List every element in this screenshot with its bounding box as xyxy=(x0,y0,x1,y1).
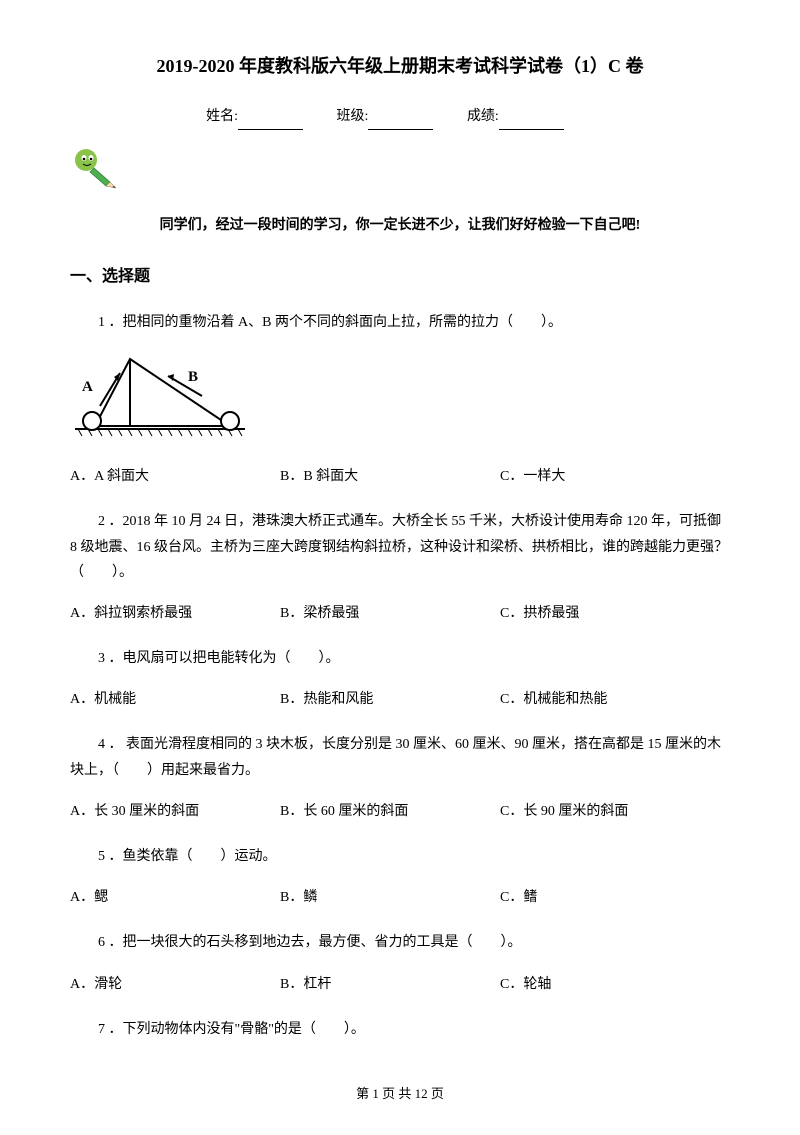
student-info-line: 姓名: 班级: 成绩: xyxy=(70,104,730,129)
class-label: 班级: xyxy=(337,109,369,124)
name-label: 姓名: xyxy=(206,109,238,124)
name-blank[interactable] xyxy=(238,114,303,130)
q2-opt-a: A．斜拉钢索桥最强 xyxy=(70,601,280,626)
question-2: 2 ．2018 年 10 月 24 日，港珠澳大桥正式通车。大桥全长 55 千米… xyxy=(70,509,730,585)
q6-options: A．滑轮 B．杠杆 C．轮轴 xyxy=(70,972,730,997)
q3-opt-a: A．机械能 xyxy=(70,687,280,712)
question-4: 4 ． 表面光滑程度相同的 3 块木板，长度分别是 30 厘米、60 厘米、90… xyxy=(70,732,730,782)
q2-options: A．斜拉钢索桥最强 B．梁桥最强 C．拱桥最强 xyxy=(70,601,730,626)
question-7: 7 ．下列动物体内没有"骨骼"的是（ ）。 xyxy=(70,1017,730,1042)
q2-opt-b: B．梁桥最强 xyxy=(280,601,500,626)
pencil-icon xyxy=(70,142,730,201)
score-label: 成绩: xyxy=(467,109,499,124)
incline-diagram: A B xyxy=(70,351,730,450)
q5-opt-b: B．鳞 xyxy=(280,885,500,910)
q1-opt-b: B．B 斜面大 xyxy=(280,464,500,489)
q1-opt-c: C．一样大 xyxy=(500,464,730,489)
q4-opt-c: C．长 90 厘米的斜面 xyxy=(500,799,730,824)
question-5: 5 ．鱼类依靠（ ）运动。 xyxy=(70,844,730,869)
score-blank[interactable] xyxy=(499,114,564,130)
q3-opt-c: C．机械能和热能 xyxy=(500,687,730,712)
q4-opt-a: A．长 30 厘米的斜面 xyxy=(70,799,280,824)
encouragement-text: 同学们，经过一段时间的学习，你一定长进不少，让我们好好检验一下自己吧! xyxy=(70,213,730,238)
q5-options: A．鳃 B．鳞 C．鳍 xyxy=(70,885,730,910)
q5-opt-c: C．鳍 xyxy=(500,885,730,910)
q4-opt-b: B．长 60 厘米的斜面 xyxy=(280,799,500,824)
q4-options: A．长 30 厘米的斜面 B．长 60 厘米的斜面 C．长 90 厘米的斜面 xyxy=(70,799,730,824)
q6-opt-a: A．滑轮 xyxy=(70,972,280,997)
question-1: 1 ．把相同的重物沿着 A、B 两个不同的斜面向上拉，所需的拉力（ ）。 xyxy=(70,310,730,335)
svg-text:A: A xyxy=(82,379,93,395)
page-footer: 第 1 页 共 12 页 xyxy=(70,1082,730,1105)
question-6: 6 ．把一块很大的石头移到地边去，最方便、省力的工具是（ ）。 xyxy=(70,930,730,955)
section-1-heading: 一、选择题 xyxy=(70,263,730,292)
q3-options: A．机械能 B．热能和风能 C．机械能和热能 xyxy=(70,687,730,712)
q6-opt-c: C．轮轴 xyxy=(500,972,730,997)
exam-title: 2019-2020 年度教科版六年级上册期末考试科学试卷（1）C 卷 xyxy=(70,50,730,82)
q6-opt-b: B．杠杆 xyxy=(280,972,500,997)
q1-opt-a: A．A 斜面大 xyxy=(70,464,280,489)
q5-opt-a: A．鳃 xyxy=(70,885,280,910)
question-3: 3 ．电风扇可以把电能转化为（ ）。 xyxy=(70,646,730,671)
q3-opt-b: B．热能和风能 xyxy=(280,687,500,712)
class-blank[interactable] xyxy=(368,114,433,130)
q2-opt-c: C．拱桥最强 xyxy=(500,601,730,626)
q1-options: A．A 斜面大 B．B 斜面大 C．一样大 xyxy=(70,464,730,489)
svg-text:B: B xyxy=(188,369,198,385)
